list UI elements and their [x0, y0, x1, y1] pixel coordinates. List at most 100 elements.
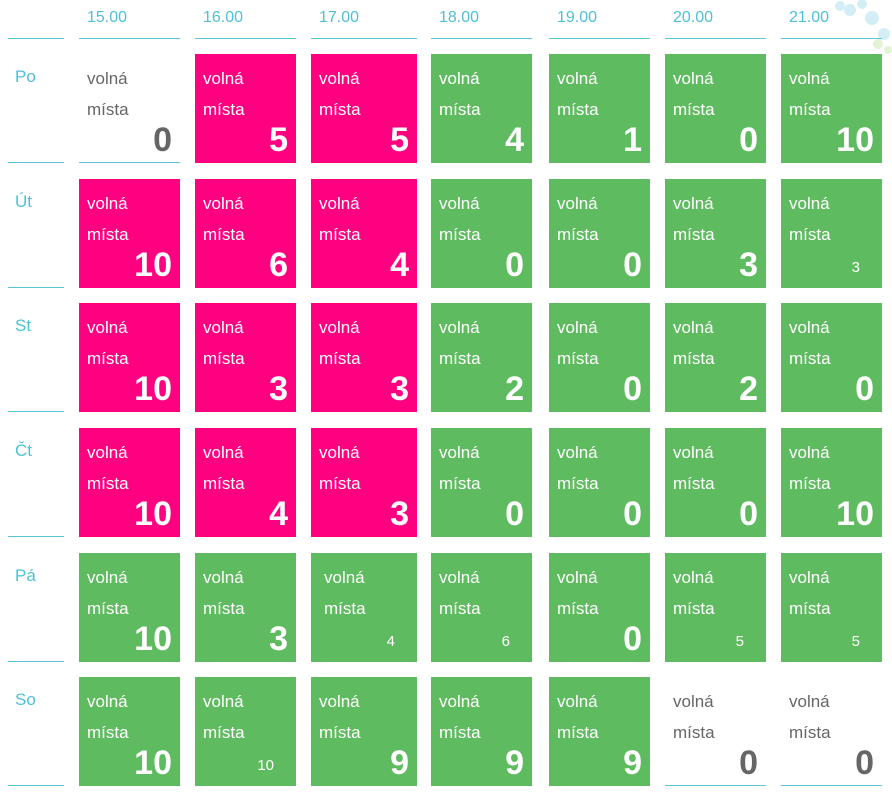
slot-label-places: místa: [557, 349, 599, 368]
slot-label-places: místa: [87, 474, 129, 493]
slot-label-free: volná: [673, 318, 714, 337]
slot-count: 4: [269, 495, 288, 533]
slot-label-free: volná: [789, 568, 830, 587]
slot-cell[interactable]: volná místa 0: [665, 54, 766, 163]
slot-label-places: místa: [203, 225, 245, 244]
slot-cell[interactable]: volná místa 0: [549, 303, 650, 412]
slot-label-free: volná: [87, 692, 128, 711]
slot-cell[interactable]: volná místa 2: [431, 303, 532, 412]
slot-label-places: místa: [87, 723, 129, 742]
time-header: 15.00: [87, 9, 128, 26]
time-header: 20.00: [673, 9, 714, 26]
slot-cell[interactable]: volná místa 0: [665, 428, 766, 537]
slot-count: 0: [623, 620, 642, 658]
slot-cell[interactable]: volná místa 3: [311, 303, 417, 412]
slot-label-free: volná: [203, 194, 244, 213]
slot-count: 3: [851, 259, 860, 276]
slot-cell[interactable]: volná místa 0: [431, 179, 532, 288]
slot-cell[interactable]: volná místa 10: [79, 179, 180, 288]
day-label: Čt: [15, 441, 32, 460]
slot-count: 3: [739, 246, 758, 284]
slot-count: 0: [623, 246, 642, 284]
slot-cell[interactable]: volná místa 3: [665, 179, 766, 288]
slot-count: 0: [623, 370, 642, 408]
slot-label-places: místa: [673, 349, 715, 368]
slot-count: 9: [390, 744, 409, 782]
slot-cell[interactable]: volná místa 0: [549, 428, 650, 537]
slot-cell[interactable]: volná místa 9: [311, 677, 417, 786]
slot-count: 5: [851, 633, 860, 650]
slot-label-free: volná: [439, 692, 480, 711]
slot-cell[interactable]: volná místa 0: [781, 677, 882, 786]
slot-cell[interactable]: volná místa 10: [781, 54, 882, 163]
slot-label-places: místa: [673, 100, 715, 119]
day-divider: [8, 536, 64, 537]
slot-label-places: místa: [87, 349, 129, 368]
slot-cell[interactable]: volná místa 0: [665, 677, 766, 786]
time-header: 21.00: [789, 9, 830, 26]
slot-cell[interactable]: volná místa 5: [311, 54, 417, 163]
slot-count: 3: [390, 370, 409, 408]
slot-label-places: místa: [203, 723, 245, 742]
slot-label-places: místa: [439, 100, 481, 119]
slot-label-free: volná: [673, 443, 714, 462]
slot-cell[interactable]: volná místa 3: [195, 303, 296, 412]
slot-cell[interactable]: volná místa 9: [549, 677, 650, 786]
day-label: So: [15, 690, 36, 709]
slot-cell[interactable]: volná místa 6: [431, 553, 532, 662]
slot-label-places: místa: [673, 474, 715, 493]
slot-label-places: místa: [557, 723, 599, 742]
slot-label-places: místa: [789, 723, 831, 742]
slot-count: 9: [505, 744, 524, 782]
slot-cell[interactable]: volná místa 10: [79, 428, 180, 537]
time-divider: [781, 38, 882, 39]
slot-cell[interactable]: volná místa 0: [781, 303, 882, 412]
slot-count: 5: [269, 121, 288, 159]
slot-cell[interactable]: volná místa 3: [311, 428, 417, 537]
time-divider: [431, 38, 532, 39]
slot-label-places: místa: [319, 723, 361, 742]
slot-cell[interactable]: volná místa 0: [79, 54, 180, 163]
slot-cell[interactable]: volná místa 10: [195, 677, 296, 786]
slot-cell[interactable]: volná místa 4: [431, 54, 532, 163]
slot-cell[interactable]: volná místa 1: [549, 54, 650, 163]
slot-label-places: místa: [439, 474, 481, 493]
slot-cell[interactable]: volná místa 4: [311, 553, 417, 662]
slot-cell[interactable]: volná místa 5: [781, 553, 882, 662]
slot-cell[interactable]: volná místa 3: [781, 179, 882, 288]
slot-cell[interactable]: volná místa 0: [549, 553, 650, 662]
slot-count: 6: [501, 633, 510, 650]
slot-count: 9: [623, 744, 642, 782]
day-divider: [8, 661, 64, 662]
slot-cell[interactable]: volná místa 2: [665, 303, 766, 412]
slot-count: 0: [855, 744, 874, 782]
slot-label-places: místa: [319, 349, 361, 368]
slot-label-places: místa: [319, 225, 361, 244]
slot-label-free: volná: [557, 318, 598, 337]
slot-cell[interactable]: volná místa 10: [79, 677, 180, 786]
slot-cell[interactable]: volná místa 4: [311, 179, 417, 288]
slot-count: 0: [505, 246, 524, 284]
slot-cell[interactable]: volná místa 5: [665, 553, 766, 662]
day-label: St: [15, 316, 32, 335]
slot-label-free: volná: [789, 69, 830, 88]
slot-label-places: místa: [203, 599, 245, 618]
slot-cell[interactable]: volná místa 0: [431, 428, 532, 537]
slot-label-free: volná: [439, 318, 480, 337]
slot-label-free: volná: [319, 69, 360, 88]
slot-cell[interactable]: volná místa 10: [79, 553, 180, 662]
slot-label-places: místa: [87, 225, 129, 244]
slot-cell[interactable]: volná místa 5: [195, 54, 296, 163]
slot-label-free: volná: [439, 443, 480, 462]
slot-cell[interactable]: volná místa 10: [79, 303, 180, 412]
slot-cell[interactable]: volná místa 3: [195, 553, 296, 662]
time-header: 16.00: [203, 9, 244, 26]
slot-label-free: volná: [87, 69, 128, 88]
slot-cell[interactable]: volná místa 6: [195, 179, 296, 288]
slot-cell[interactable]: volná místa 4: [195, 428, 296, 537]
slot-cell[interactable]: volná místa 0: [549, 179, 650, 288]
slot-cell[interactable]: volná místa 9: [431, 677, 532, 786]
slot-label-free: volná: [87, 194, 128, 213]
slot-cell[interactable]: volná místa 10: [781, 428, 882, 537]
slot-label-places: místa: [673, 723, 715, 742]
